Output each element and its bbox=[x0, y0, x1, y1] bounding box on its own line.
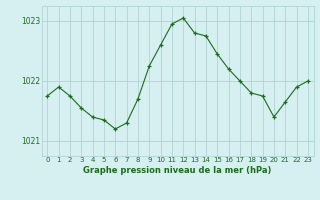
X-axis label: Graphe pression niveau de la mer (hPa): Graphe pression niveau de la mer (hPa) bbox=[84, 166, 272, 175]
